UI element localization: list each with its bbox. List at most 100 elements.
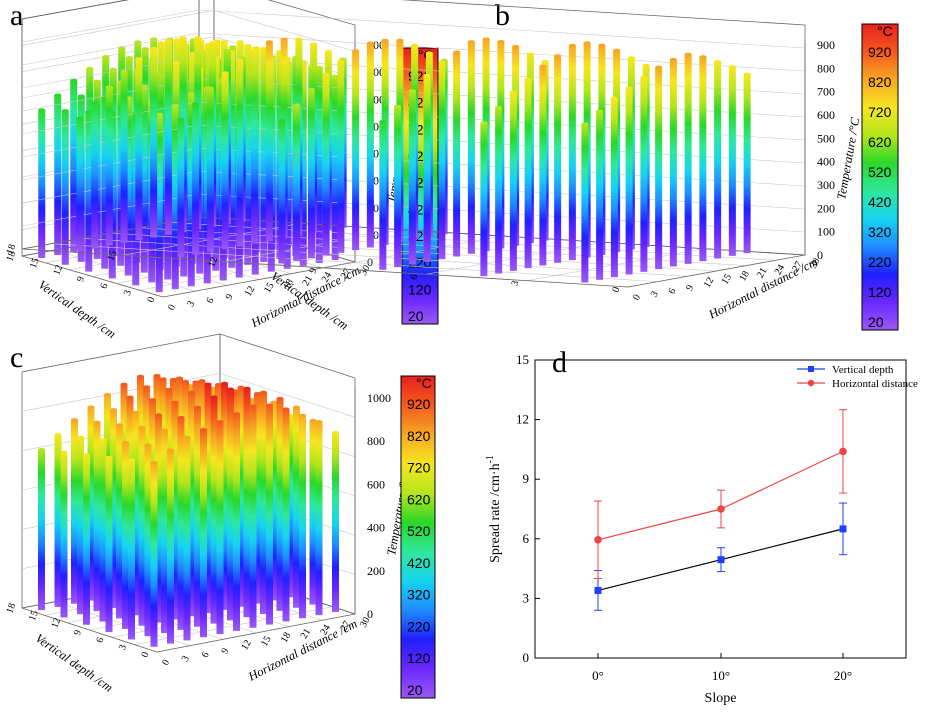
temperature-bar-cap xyxy=(150,37,158,41)
y-axis-label-text: Spread rate /cm·h xyxy=(488,463,503,563)
temperature-bar-cap xyxy=(153,373,161,378)
temperature-bar xyxy=(408,90,416,265)
temperature-bar-cap xyxy=(122,440,129,445)
temperature-bar xyxy=(76,117,84,251)
x-tick-label: 15 xyxy=(262,281,277,295)
y-tick-label: 3 xyxy=(117,643,129,651)
z-tick-label: 200 xyxy=(817,201,835,215)
temperature-bar xyxy=(596,111,604,280)
temperature-bar xyxy=(640,77,648,272)
x-tick-label: 6 xyxy=(204,296,216,306)
temperature-bar xyxy=(216,421,224,635)
temperature-bar xyxy=(54,95,62,256)
temperature-bar xyxy=(236,59,244,247)
temperature-bar xyxy=(101,96,109,269)
temperature-bar-cap xyxy=(541,60,549,64)
temperature-bar xyxy=(54,434,62,607)
temperature-bar-cap xyxy=(260,390,267,394)
temperature-bar xyxy=(568,45,576,261)
temperature-bar xyxy=(120,71,128,243)
temperature-bar-cap xyxy=(315,65,323,70)
x-tick-label: 20° xyxy=(834,668,852,683)
temperature-bar xyxy=(105,87,113,246)
temperature-bar xyxy=(177,417,185,630)
temperature-bar xyxy=(83,454,90,625)
temperature-bar xyxy=(132,412,140,616)
temperature-bar-cap xyxy=(220,40,228,44)
temperature-bar xyxy=(265,41,273,242)
data-point xyxy=(839,447,847,456)
temperature-bar xyxy=(200,429,207,638)
temperature-bar-cap xyxy=(299,413,306,417)
temperature-bar-cap xyxy=(482,37,490,41)
temperature-bar xyxy=(278,120,286,264)
temperature-bar xyxy=(276,398,284,611)
z-tick-label: 600 xyxy=(367,477,385,491)
z-tick-label: 900 xyxy=(817,38,835,52)
colorbar-tick-label: 920 xyxy=(868,44,892,60)
y-tick-label: 0 xyxy=(523,650,530,665)
temperature-bar-cap xyxy=(332,430,339,435)
temperature-bar xyxy=(438,62,446,260)
temperature-bar xyxy=(110,409,117,608)
colorbar-tick-label: 220 xyxy=(868,254,892,270)
temperature-bar-cap xyxy=(125,56,133,60)
temperature-bar xyxy=(177,119,185,258)
temperature-bar xyxy=(287,415,294,598)
x-tick-label: 21 xyxy=(300,274,315,288)
temperature-bar-cap xyxy=(309,418,317,423)
temperature-bar xyxy=(728,66,736,256)
temperature-bar xyxy=(187,93,195,287)
temperature-bar xyxy=(509,91,517,271)
temperature-bar-cap xyxy=(408,89,416,93)
temperature-bar xyxy=(282,409,290,622)
temperature-bar-cap xyxy=(221,71,229,75)
temperature-bar xyxy=(423,75,431,262)
temperature-bar xyxy=(150,462,158,647)
temperature-bar-cap xyxy=(171,400,179,404)
temperature-bar-cap xyxy=(102,55,110,59)
temperature-bar-cap xyxy=(134,40,142,44)
temperature-bar xyxy=(192,103,200,255)
legend-label: Horizontal distance xyxy=(832,378,918,390)
y-tick-label: 9 xyxy=(75,275,87,283)
temperature-bar xyxy=(322,74,330,256)
temperature-bar-cap xyxy=(411,43,419,47)
z-tick-label: 300 xyxy=(817,178,835,192)
temperature-bar xyxy=(116,424,123,619)
temperature-bar-cap xyxy=(150,461,158,465)
temperature-bar xyxy=(684,54,692,264)
temperature-bar-cap xyxy=(524,77,532,81)
temperature-bar-cap xyxy=(243,386,251,390)
temperature-bar xyxy=(38,109,46,258)
colorbar-gradient xyxy=(400,375,436,699)
panel-label: d xyxy=(552,346,567,379)
x-tick-label: 12 xyxy=(239,638,254,652)
temperature-bar xyxy=(70,80,78,253)
temperature-bar-cap xyxy=(140,84,148,88)
temperature-bar xyxy=(251,49,259,244)
x-tick-label: 3 xyxy=(649,289,661,299)
temperature-bar-cap xyxy=(105,455,113,460)
temperature-bar xyxy=(495,107,503,274)
x-tick-label: 3 xyxy=(185,299,197,309)
x-tick-label: 24 xyxy=(318,623,333,637)
temperature-bar-cap xyxy=(141,47,149,51)
temperature-bar xyxy=(155,414,162,623)
temperature-bar-cap xyxy=(714,60,722,64)
temperature-bar-cap xyxy=(526,52,534,56)
temperature-bar-cap xyxy=(192,102,200,106)
temperature-bar-cap xyxy=(315,419,323,424)
temperature-bar xyxy=(138,427,146,626)
x-tick-label: 9 xyxy=(224,292,236,302)
colorbar-tick-label: 620 xyxy=(407,491,431,507)
temperature-bar-cap xyxy=(613,48,621,52)
temperature-bar-cap xyxy=(295,37,303,41)
colorbar-tick-label: 20 xyxy=(407,682,423,698)
temperature-bar-cap xyxy=(396,38,404,42)
temperature-bar xyxy=(237,387,245,607)
y-tick-label: 12 xyxy=(51,264,65,277)
temperature-bar xyxy=(625,87,633,275)
temperature-bar-cap xyxy=(109,67,117,72)
colorbar-tick-label: 820 xyxy=(407,428,431,444)
